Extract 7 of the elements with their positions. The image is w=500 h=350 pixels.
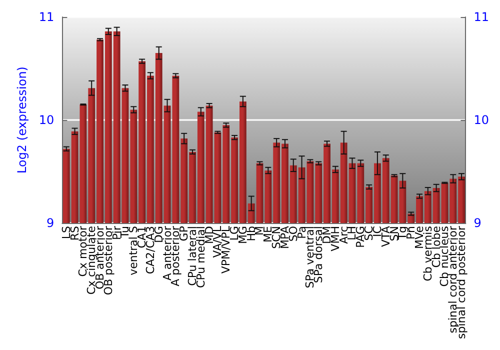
y-tick-label: 9 [46,216,54,230]
y2-tick-label: 11 [474,10,490,24]
y-axis-title: Log2 (expression) [15,66,29,174]
y-tick-label: 10 [38,113,54,128]
y-tick-label: 11 [38,10,54,24]
y2-tick-label: 9 [474,216,482,230]
y2-tick-label: 10 [474,113,490,128]
